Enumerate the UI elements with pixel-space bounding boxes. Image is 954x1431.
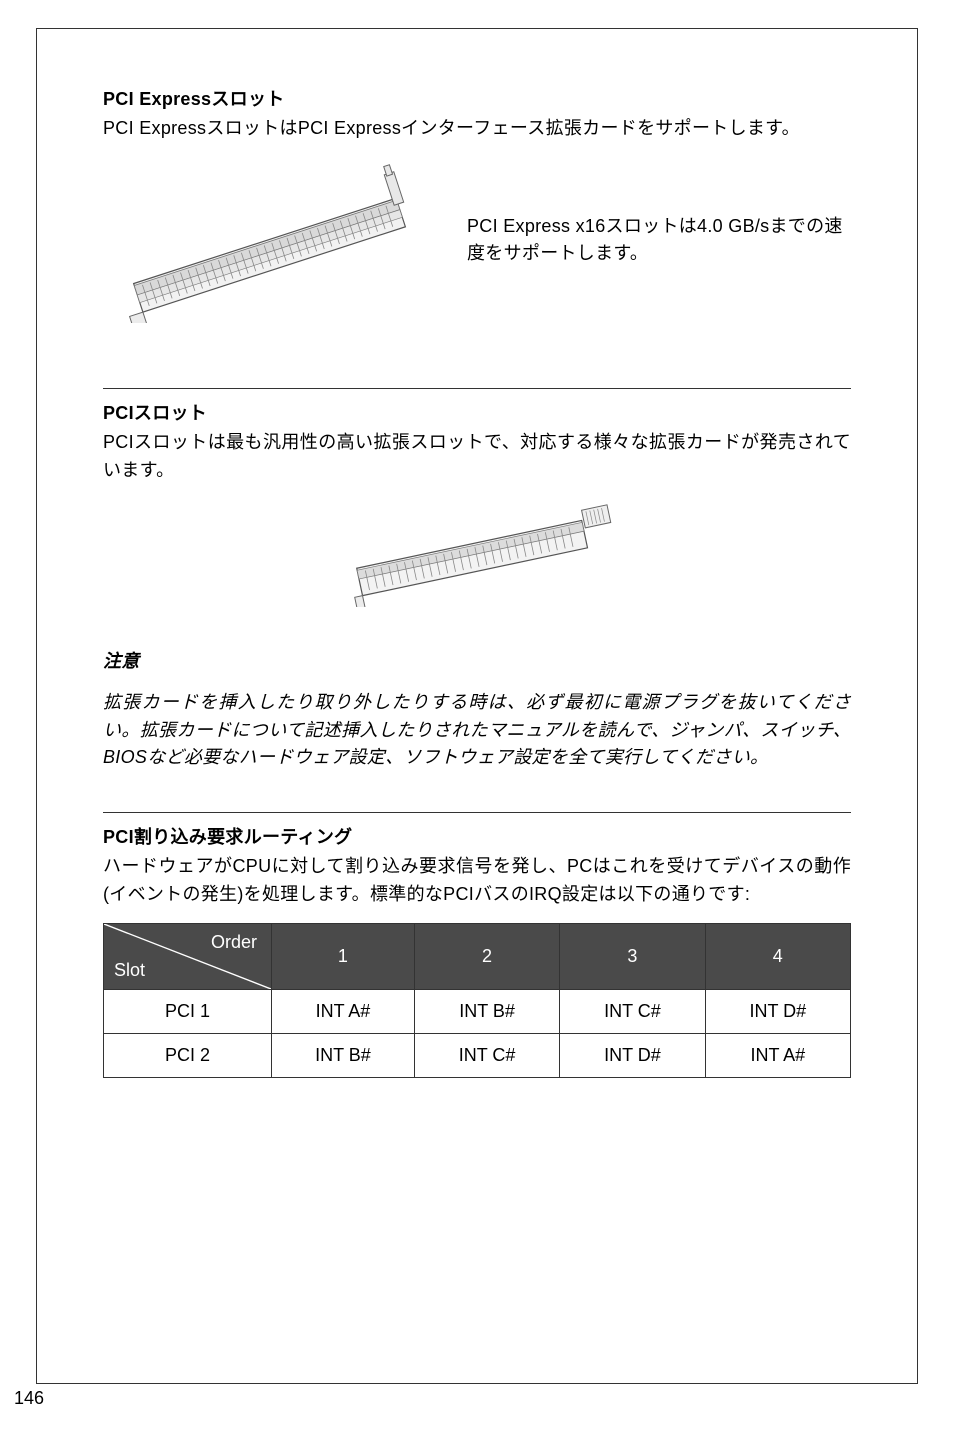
irq-col-1: 1 (272, 924, 415, 990)
irq-r1-c1: INT A# (272, 990, 415, 1034)
irq-r2-c3: INT D# (560, 1034, 705, 1078)
table-row: PCI 1 INT A# INT B# INT C# INT D# (104, 990, 851, 1034)
pci-heading: PCIスロット (103, 399, 851, 425)
irq-table-header-row: Order Slot 1 2 3 4 (104, 924, 851, 990)
content-area: PCI Expressスロット PCI ExpressスロットはPCI Expr… (37, 29, 917, 1078)
pci-express-heading: PCI Expressスロット (103, 85, 851, 111)
pcie-x16-slot-illustration (103, 153, 443, 328)
irq-table-diag-header: Order Slot (104, 924, 272, 990)
table-row: PCI 2 INT B# INT C# INT D# INT A# (104, 1034, 851, 1078)
pci-slot-figure (103, 497, 851, 607)
diag-bot-label: Slot (114, 960, 145, 981)
note-heading: 注意 (103, 647, 851, 673)
irq-r1-slot: PCI 1 (104, 990, 272, 1034)
irq-r1-c3: INT C# (560, 990, 705, 1034)
note-body: 拡張カードを挿入したり取り外したりする時は、必ず最初に電源プラグを抜いてください… (103, 689, 851, 773)
irq-r1-c2: INT B# (414, 990, 559, 1034)
page-frame: PCI Expressスロット PCI ExpressスロットはPCI Expr… (36, 28, 918, 1384)
page-number: 146 (14, 1388, 44, 1409)
irq-r1-c4: INT D# (705, 990, 850, 1034)
irq-r2-slot: PCI 2 (104, 1034, 272, 1078)
section-rule-1 (103, 388, 851, 389)
irq-r2-c2: INT C# (414, 1034, 559, 1078)
irq-col-3: 3 (560, 924, 705, 990)
pci-body: PCIスロットは最も汎用性の高い拡張スロットで、対応する様々な拡張カードが発売さ… (103, 429, 851, 485)
section-rule-2 (103, 812, 851, 813)
irq-heading: PCI割り込み要求ルーティング (103, 823, 851, 849)
irq-col-4: 4 (705, 924, 850, 990)
pci-express-body: PCI ExpressスロットはPCI Expressインターフェース拡張カード… (103, 115, 851, 143)
pcie-caption: PCI Express x16スロットは4.0 GB/sまでの速度をサポートしま… (467, 213, 851, 269)
irq-body: ハードウェアがCPUに対して割り込み要求信号を発し、PCはこれを受けてデバイスの… (103, 853, 851, 909)
irq-r2-c1: INT B# (272, 1034, 415, 1078)
pcie-figure-row: PCI Express x16スロットは4.0 GB/sまでの速度をサポートしま… (103, 153, 851, 328)
irq-table: Order Slot 1 2 3 4 PCI 1 INT A# INT B# I… (103, 923, 851, 1078)
irq-r2-c4: INT A# (705, 1034, 850, 1078)
diag-top-label: Order (211, 932, 257, 953)
irq-col-2: 2 (414, 924, 559, 990)
pci-slot-illustration (327, 497, 627, 607)
